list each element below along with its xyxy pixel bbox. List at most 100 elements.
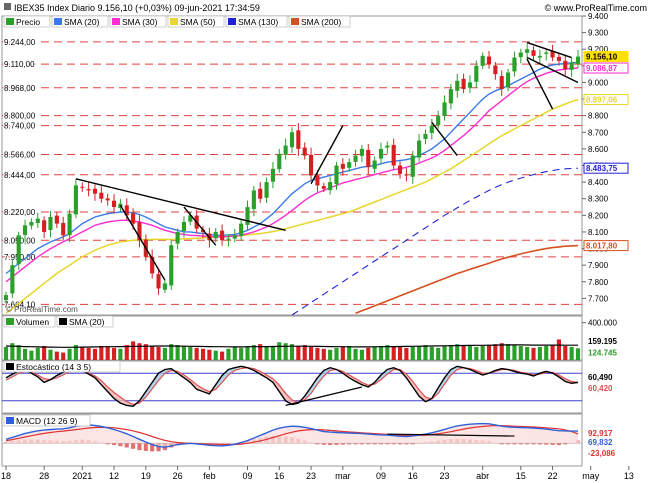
macd-fill — [37, 430, 45, 444]
trendline — [387, 433, 515, 437]
macd-fill — [25, 432, 32, 444]
volume-bar — [118, 348, 123, 360]
volume-bar — [169, 344, 174, 360]
macd-fill — [463, 424, 470, 444]
volume-bar — [150, 346, 155, 360]
macd-fill — [571, 431, 578, 444]
volume-bar — [245, 346, 250, 360]
value-tag: 60,420 — [588, 384, 613, 393]
volume-bar — [474, 346, 479, 360]
macd-fill — [101, 426, 108, 444]
volume-bar — [461, 345, 466, 360]
volume-bar — [480, 346, 485, 360]
candle-body — [245, 207, 250, 225]
volume-bar — [569, 346, 574, 360]
legend-item-box — [225, 15, 288, 28]
candle-body — [448, 89, 453, 104]
macd-histogram-bar — [378, 443, 384, 445]
stoch-fill — [317, 370, 324, 385]
stoch-fill — [107, 387, 115, 399]
volume-bar — [423, 345, 428, 360]
volume-bar — [429, 346, 434, 360]
macd-line — [5, 422, 578, 448]
header-bar — [0, 0, 650, 15]
macd-fill — [18, 433, 26, 444]
level-label: 7.664,10 — [4, 300, 36, 309]
candle-body — [340, 163, 345, 169]
trendline — [526, 41, 572, 59]
volume-bar — [188, 346, 193, 360]
volume-bar — [99, 346, 104, 360]
volume-bar — [315, 347, 320, 360]
volume-bar — [67, 348, 72, 360]
volume-bar — [73, 345, 78, 360]
stoch-fill — [279, 385, 286, 401]
legend-swatch — [291, 18, 299, 25]
value-tag: 8.017,80 — [586, 242, 618, 251]
candle-body — [556, 56, 561, 61]
y-tick-label: 8.200 — [588, 211, 609, 220]
volume-bar — [143, 344, 148, 360]
y-tick-label: 9.400 — [588, 12, 609, 21]
macd-fill — [69, 426, 76, 444]
volume-bar — [486, 345, 492, 360]
macd-fill — [342, 432, 350, 444]
trendline — [431, 121, 458, 156]
macd-histogram-bar — [334, 443, 339, 445]
candle-body — [258, 188, 263, 199]
macd-fill — [88, 424, 95, 444]
x-tick-label: 16 — [274, 471, 284, 481]
macd-histogram-bar — [556, 443, 561, 446]
legend-item-box — [109, 15, 167, 28]
candle-body — [506, 72, 511, 88]
macd-fill — [387, 435, 394, 444]
legend-item-box — [288, 15, 351, 28]
macd-fill — [419, 434, 426, 444]
x-tick-label: 13 — [624, 471, 634, 481]
candle-body — [270, 168, 275, 182]
candle-body — [499, 76, 504, 90]
volume-bar — [226, 348, 231, 360]
legend-swatch — [228, 18, 236, 25]
x-tick-label: 22 — [548, 471, 558, 481]
legend-swatch — [170, 18, 178, 25]
macd-fill — [374, 434, 381, 444]
x-tick-label: abr — [476, 471, 489, 481]
legends: Precio SMA (20) SMA (30) SMA (50) SMA (130) S… — [3, 15, 351, 427]
candle-body — [111, 200, 117, 208]
volume-bar — [29, 350, 34, 360]
macd-fill — [412, 435, 420, 444]
level-label: 8.800,00 — [4, 112, 36, 121]
legend-label: SMA (20) — [64, 17, 100, 27]
legend-item-box — [51, 15, 109, 28]
macd-fill — [565, 430, 572, 444]
legend-swatch — [6, 363, 14, 370]
volume-bar — [385, 345, 390, 360]
volume-bar — [124, 345, 129, 360]
volume-bar — [92, 348, 98, 360]
macd-histogram-bar — [347, 443, 352, 445]
trendline — [75, 178, 286, 231]
macd-fill — [63, 427, 70, 444]
macd-histogram-bar — [397, 443, 403, 445]
macd-histogram-bar — [105, 443, 110, 445]
macd-histogram-bar — [118, 443, 123, 447]
menu-icon[interactable] — [4, 3, 11, 10]
candle-body — [391, 144, 396, 166]
macd-fill — [285, 426, 292, 444]
candle-body — [42, 220, 47, 232]
candle-body — [404, 174, 409, 176]
candle-body — [575, 56, 581, 64]
macd-fill — [380, 434, 388, 444]
stoch-fill — [145, 382, 153, 398]
candle-body — [23, 225, 28, 235]
candle-body — [16, 235, 21, 265]
value-tag: 92,917 — [588, 429, 613, 438]
y-tick-label: 7.900 — [588, 261, 609, 270]
legend-label: SMA (130) — [238, 17, 278, 27]
y-tick-label: 7.700 — [588, 294, 609, 303]
volume-bar — [42, 346, 47, 360]
macd-histogram-bar — [340, 443, 345, 445]
macd-fill — [298, 426, 305, 444]
